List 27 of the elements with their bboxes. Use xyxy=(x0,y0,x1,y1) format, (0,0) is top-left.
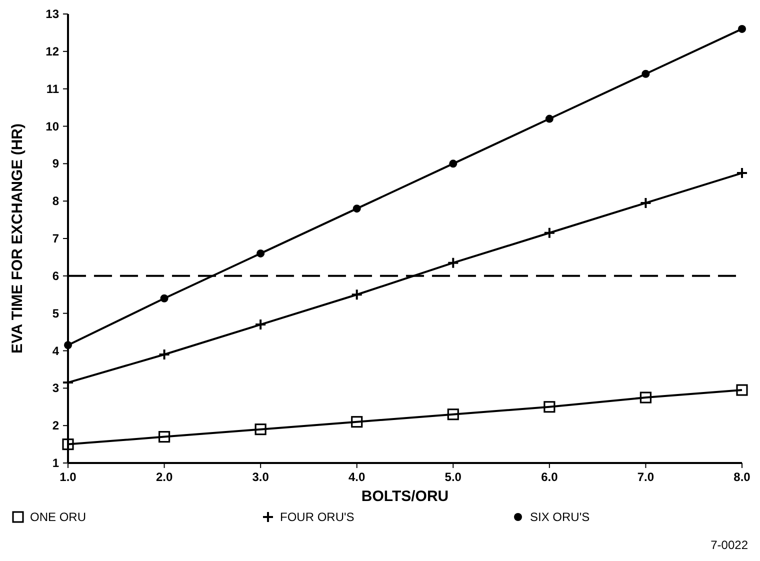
legend-label: FOUR ORU'S xyxy=(280,510,354,524)
x-axis-title: BOLTS/ORU xyxy=(361,488,449,505)
x-tick-label: 4.0 xyxy=(348,470,366,484)
y-tick-label: 11 xyxy=(46,82,60,96)
x-tick-label: 3.0 xyxy=(252,470,270,484)
y-tick-label: 3 xyxy=(52,381,60,396)
y-axis-title: EVA TIME FOR EXCHANGE (HR) xyxy=(9,123,26,354)
y-tick-label: 1 xyxy=(52,456,60,470)
y-tick-label: 4 xyxy=(52,344,60,358)
legend-label: SIX ORU'S xyxy=(530,510,590,524)
legend-label: ONE ORU xyxy=(30,510,86,524)
y-tick-label: 9 xyxy=(52,156,60,171)
x-tick-label: 6.0 xyxy=(541,470,558,484)
x-tick-label: 8.0 xyxy=(734,470,751,484)
y-tick-label: 10 xyxy=(46,119,60,134)
y-tick-label: 12 xyxy=(46,44,60,58)
y-tick-label: 13 xyxy=(46,7,60,21)
x-tick-label: 5.0 xyxy=(444,470,462,484)
y-tick-label: 2 xyxy=(52,418,60,433)
x-tick-label: 2.0 xyxy=(156,470,173,484)
y-tick-label: 8 xyxy=(52,194,60,208)
y-tick-label: 6 xyxy=(52,268,60,283)
x-tick-label: 1.0 xyxy=(60,470,77,484)
x-tick-label: 7.0 xyxy=(637,470,654,484)
y-tick-label: 7 xyxy=(52,232,60,246)
y-tick-label: 5 xyxy=(52,306,60,320)
text: 7-0022 xyxy=(710,538,748,552)
